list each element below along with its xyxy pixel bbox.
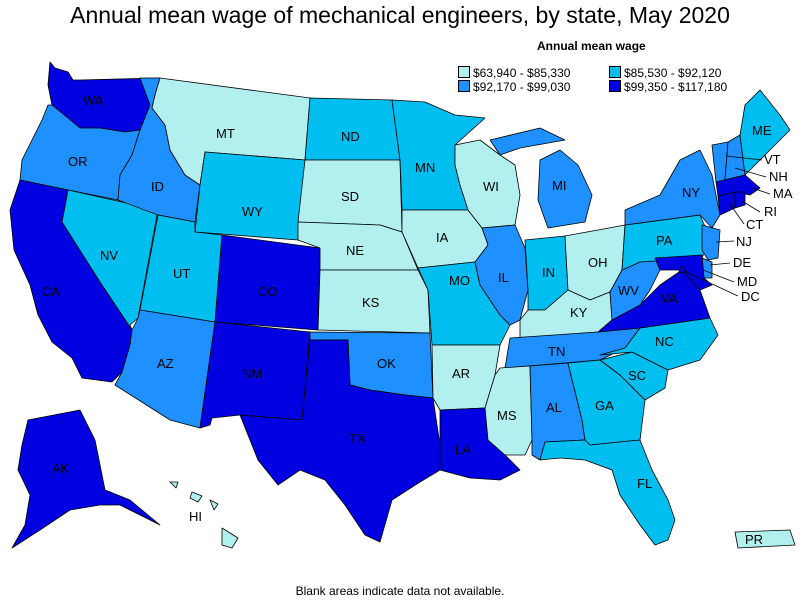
state-label: DC bbox=[741, 289, 760, 304]
state-label: MS bbox=[497, 408, 517, 423]
state-label: UT bbox=[173, 266, 190, 281]
legend-swatch bbox=[458, 80, 470, 92]
state-label: FL bbox=[637, 476, 652, 491]
state-label: MI bbox=[552, 178, 566, 193]
state-label: LA bbox=[455, 442, 471, 457]
state-PR[interactable] bbox=[734, 529, 796, 549]
legend-label: $92,170 - $99,030 bbox=[473, 80, 571, 94]
state-label: PA bbox=[656, 233, 673, 248]
state-label: AR bbox=[452, 366, 470, 381]
legend-label: $85,530 - $92,120 bbox=[624, 66, 722, 80]
state-label: MT bbox=[216, 126, 235, 141]
state-label: MN bbox=[415, 160, 435, 175]
footnote: Blank areas indicate data not available. bbox=[295, 584, 505, 598]
state-label: MA bbox=[773, 186, 793, 201]
state-NM[interactable] bbox=[199, 321, 311, 429]
state-label: NV bbox=[100, 248, 118, 263]
state-CO[interactable] bbox=[214, 234, 321, 331]
state-label: WA bbox=[83, 93, 104, 108]
state-label: DE bbox=[733, 255, 751, 270]
state-RI[interactable] bbox=[734, 191, 746, 209]
state-label: CT bbox=[746, 217, 763, 232]
state-NC[interactable] bbox=[599, 317, 719, 371]
state-label: KY bbox=[570, 305, 588, 320]
state-label: AL bbox=[546, 400, 562, 415]
legend-item-tier-2: $85,530 - $92,120 bbox=[609, 66, 721, 80]
state-label: RI bbox=[764, 204, 777, 219]
state-label: OK bbox=[377, 356, 396, 371]
state-AK[interactable] bbox=[11, 409, 161, 549]
state-label: HI bbox=[189, 509, 202, 524]
state-label: VA bbox=[661, 291, 678, 306]
state-CT[interactable] bbox=[717, 191, 736, 216]
state-ME[interactable] bbox=[739, 89, 791, 176]
state-label: CO bbox=[258, 284, 278, 299]
state-NV[interactable] bbox=[61, 189, 159, 331]
map-title: Annual mean wage of mechanical engineers… bbox=[70, 2, 730, 28]
state-label: WV bbox=[618, 283, 639, 298]
leader-lines bbox=[683, 155, 771, 297]
legend-item-tier-1: $63,940 - $85,330 bbox=[458, 66, 570, 80]
legend-swatch bbox=[458, 66, 470, 78]
state-label: NY bbox=[682, 185, 700, 200]
state-label: MO bbox=[449, 273, 470, 288]
state-TX[interactable] bbox=[239, 339, 441, 543]
state-label: KS bbox=[362, 295, 380, 310]
state-label: NM bbox=[242, 366, 262, 381]
state-label: VT bbox=[764, 152, 781, 167]
state-label: NH bbox=[769, 169, 788, 184]
state-label: OR bbox=[68, 154, 88, 169]
state-label: CA bbox=[42, 284, 60, 299]
state-label: SD bbox=[341, 189, 359, 204]
legend-swatch bbox=[609, 80, 621, 92]
state-label: IA bbox=[436, 230, 449, 245]
state-label: NC bbox=[655, 334, 674, 349]
state-FL[interactable] bbox=[539, 439, 676, 546]
state-labels: WA OR CA NV ID MT WY UT AZ CO NM ND SD N… bbox=[42, 93, 793, 547]
state-DC[interactable] bbox=[678, 266, 686, 274]
legend-label: $63,940 - $85,330 bbox=[473, 66, 571, 80]
state-label: NJ bbox=[736, 234, 752, 249]
state-label: MD bbox=[737, 274, 757, 289]
state-label: NE bbox=[346, 243, 364, 258]
state-NY[interactable] bbox=[624, 149, 721, 229]
state-KS[interactable] bbox=[317, 269, 431, 334]
state-label: TX bbox=[349, 431, 366, 446]
legend-title: Annual mean wage bbox=[537, 39, 646, 53]
state-IL[interactable] bbox=[474, 224, 529, 326]
state-label: WI bbox=[483, 179, 499, 194]
state-label: AZ bbox=[157, 356, 174, 371]
legend-label: $99,350 - $117,180 bbox=[624, 80, 728, 94]
legend-item-tier-4: $99,350 - $117,180 bbox=[609, 80, 727, 94]
state-label: ND bbox=[341, 129, 360, 144]
legend-item-tier-3: $92,170 - $99,030 bbox=[458, 80, 570, 94]
state-label: PR bbox=[745, 532, 763, 547]
state-label: IN bbox=[542, 265, 555, 280]
state-WY[interactable] bbox=[194, 151, 306, 241]
state-HI[interactable] bbox=[169, 481, 239, 549]
state-label: OH bbox=[588, 255, 608, 270]
state-label: AK bbox=[52, 461, 70, 476]
state-NJ[interactable] bbox=[701, 224, 721, 261]
state-MD[interactable] bbox=[654, 254, 713, 291]
state-label: GA bbox=[595, 398, 614, 413]
state-label: ID bbox=[151, 179, 164, 194]
state-label: WY bbox=[242, 204, 263, 219]
state-label: SC bbox=[628, 368, 646, 383]
state-MI[interactable] bbox=[489, 127, 593, 229]
state-label: TN bbox=[548, 344, 565, 359]
legend-swatch bbox=[609, 66, 621, 78]
state-label: ME bbox=[752, 123, 772, 138]
state-label: IL bbox=[498, 270, 509, 285]
